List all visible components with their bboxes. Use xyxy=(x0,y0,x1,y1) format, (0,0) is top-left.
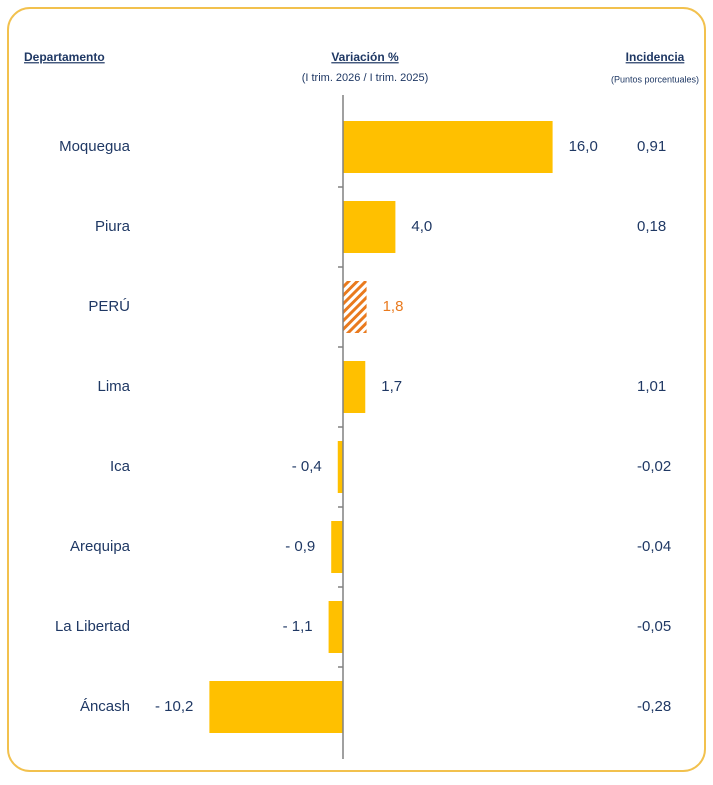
category-label: Áncash xyxy=(80,698,130,715)
header-incidence-sub: (Puntos porcentuales) xyxy=(611,74,699,84)
bar xyxy=(328,601,343,653)
bar xyxy=(343,201,396,253)
incidence-label: -0,04 xyxy=(637,538,671,555)
bar xyxy=(343,361,366,413)
incidence-label: 0,91 xyxy=(637,138,666,155)
bar xyxy=(331,521,343,573)
incidence-label: -0,28 xyxy=(637,698,671,715)
value-label: - 0,4 xyxy=(292,458,322,475)
frame xyxy=(7,7,706,772)
bar xyxy=(337,441,343,493)
header-value: Variación % xyxy=(331,50,399,64)
category-label: Moquegua xyxy=(59,138,131,155)
value-label: - 10,2 xyxy=(155,698,193,715)
value-label: - 1,1 xyxy=(283,618,313,635)
category-label: La Libertad xyxy=(55,618,130,635)
category-label: Ica xyxy=(110,458,131,475)
bar xyxy=(343,121,553,173)
value-label: 4,0 xyxy=(411,218,432,235)
header-incidence: Incidencia xyxy=(626,50,685,64)
incidence-label: 0,18 xyxy=(637,218,666,235)
category-label: Piura xyxy=(95,218,131,235)
header-category: Departamento xyxy=(24,50,105,64)
value-label: 1,8 xyxy=(383,298,404,315)
incidence-label: -0,05 xyxy=(637,618,671,635)
bar xyxy=(343,281,367,333)
header-value-sub: (I trim. 2026 / I trim. 2025) xyxy=(302,72,429,84)
value-label: 1,7 xyxy=(381,378,402,395)
bar xyxy=(209,681,343,733)
incidence-label: -0,02 xyxy=(637,458,671,475)
category-label: PERÚ xyxy=(88,298,130,315)
value-label: 16,0 xyxy=(569,138,598,155)
incidence-label: 1,01 xyxy=(637,378,666,395)
category-label: Lima xyxy=(97,378,130,395)
category-label: Arequipa xyxy=(70,538,131,555)
value-label: - 0,9 xyxy=(285,538,315,555)
